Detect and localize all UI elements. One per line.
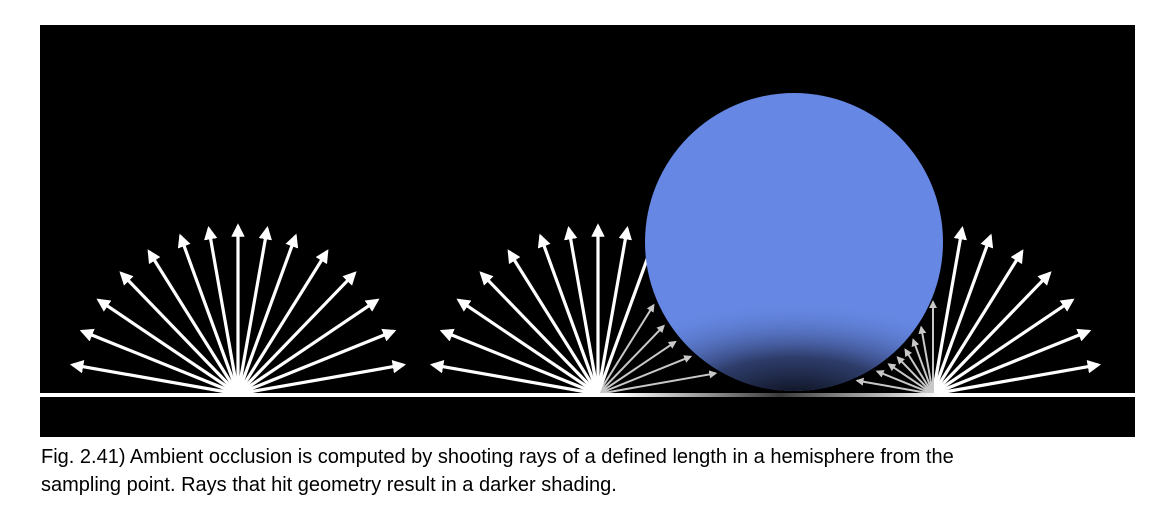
- occluded-ray-arrow: [855, 377, 934, 395]
- ray-arrow: [236, 225, 272, 395]
- ray-arrow: [931, 225, 967, 395]
- ray-arrow: [439, 328, 599, 396]
- fan-right: [855, 225, 1102, 396]
- ray-arrow: [931, 233, 994, 395]
- ray-arrow: [96, 298, 239, 396]
- occluded-ray-arrow: [597, 303, 655, 395]
- ray-arrow: [479, 271, 600, 396]
- ray-arrow: [237, 328, 397, 396]
- occluded-ray-arrow: [896, 356, 934, 395]
- occluded-ray-arrow: [597, 370, 718, 395]
- figure-caption: Fig. 2.41) Ambient occlusion is computed…: [41, 443, 1141, 499]
- occluded-ray-arrow: [875, 370, 934, 395]
- ray-arrow: [564, 225, 600, 395]
- occluded-ray-arrow: [597, 355, 693, 395]
- occluded-ray-arrow: [911, 338, 934, 395]
- ray-arrow: [119, 271, 240, 396]
- ray-arrow: [596, 233, 659, 395]
- ray-arrow: [69, 360, 239, 396]
- ray-arrow: [429, 360, 599, 396]
- ray-arrow: [932, 360, 1102, 396]
- ray-arrow: [236, 249, 329, 395]
- ray-arrow: [237, 360, 407, 396]
- ray-arrow: [236, 271, 357, 396]
- fan-middle: [429, 223, 718, 396]
- ray-arrow: [204, 225, 240, 395]
- fan-left: [69, 223, 407, 396]
- occluded-ray-arrow: [887, 363, 934, 395]
- rays-layer: [69, 223, 1102, 396]
- ray-arrow: [932, 328, 1092, 396]
- caption-line-2: sampling point. Rays that hit geometry r…: [41, 474, 617, 496]
- ray-arrow: [931, 249, 1024, 395]
- occluded-ray-arrow: [904, 348, 934, 395]
- caption-line-1: Fig. 2.41) Ambient occlusion is computed…: [41, 446, 954, 468]
- ray-arrow: [177, 233, 240, 395]
- ray-arrow: [931, 271, 1052, 396]
- ray-arrow: [596, 225, 632, 395]
- occluded-ray-arrow: [918, 325, 934, 395]
- ground-line: [40, 393, 1135, 397]
- ray-arrow: [237, 298, 380, 396]
- occluded-ray-arrow: [597, 324, 665, 395]
- diagram-canvas: [40, 93, 1135, 397]
- occluded-ray-arrow: [597, 340, 677, 395]
- ray-arrow: [79, 328, 239, 396]
- ray-arrow: [537, 233, 600, 395]
- ray-arrow: [456, 298, 599, 396]
- ray-arrow: [507, 249, 600, 395]
- ray-arrow: [932, 298, 1075, 396]
- ray-arrow: [236, 233, 299, 395]
- ray-arrow: [147, 249, 240, 395]
- ambient-occlusion-diagram: [40, 25, 1135, 437]
